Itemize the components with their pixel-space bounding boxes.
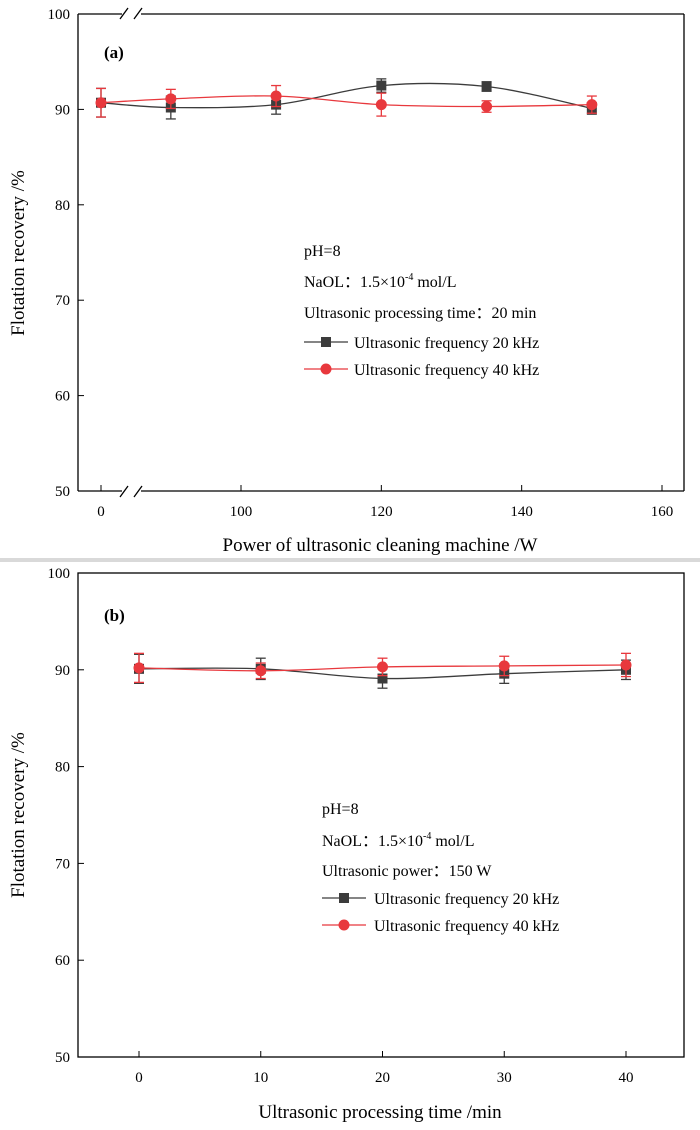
panel-b-legend-square-marker — [339, 893, 349, 903]
panel-b-label: (b) — [104, 606, 125, 625]
panel-a-y-tick-label-70: 70 — [55, 293, 70, 309]
panel-a-plot-area — [95, 78, 598, 120]
panel-a-legend-label-20khz: Ultrasonic frequency 20 kHz — [354, 335, 539, 352]
panel-a-series-40khz-point-4 — [481, 101, 493, 113]
panel-a-x-tick-label-0: 0 — [97, 504, 105, 520]
panel-b-legend: Ultrasonic frequency 20 kHz Ultrasonic f… — [322, 891, 559, 935]
panel-b-x-tick-label-10: 10 — [253, 1070, 268, 1086]
panel-b-y-tick-label-50: 50 — [55, 1050, 70, 1066]
panel-a-legend-circle-marker — [320, 363, 332, 375]
panel-a-x-tick-label-100: 100 — [230, 504, 253, 520]
panel-a-naol-suffix: mol/L — [413, 274, 456, 291]
panel-b-y-tick-label-80: 80 — [55, 760, 70, 776]
panel-a-series-40khz-point-3 — [375, 99, 387, 111]
panel-b-naol-text: NaOL：1.5×10-4 mol/L — [322, 831, 474, 850]
panel-b-frame — [77, 572, 685, 1058]
panel-a-axis-break — [119, 7, 143, 498]
panel-a-naol-text: NaOL：1.5×10-4 mol/L — [304, 272, 456, 291]
panel-b-plot-area — [133, 652, 632, 689]
panel-b-series-20khz-point-2 — [377, 673, 388, 684]
panel-a-y-tick-label-80: 80 — [55, 198, 70, 214]
panel-b-condition-text: Ultrasonic power：150 W — [322, 863, 492, 880]
panel-b-y-tick-label-60: 60 — [55, 953, 70, 969]
panel-a-x-ticks: 0 100 120 140 160 — [97, 485, 673, 520]
panel-b-legend-circle-marker — [338, 919, 350, 931]
panel-a-x-tick-label-160: 160 — [651, 504, 674, 520]
panel-a-naol-prefix: NaOL：1.5×10 — [304, 274, 405, 291]
panel-b-naol-prefix: NaOL：1.5×10 — [322, 833, 423, 850]
panel-b-series-40khz-point-3 — [498, 660, 510, 672]
panel-b-series-40khz-point-1 — [255, 665, 267, 677]
panel-a-series-20khz-point-4 — [481, 81, 492, 92]
panel-a-condition-text: Ultrasonic processing time：20 min — [304, 305, 536, 322]
panel-b-x-tick-label-30: 30 — [497, 1070, 512, 1086]
panel-b-series-40khz-point-0 — [133, 662, 145, 674]
panel-b-x-tick-label-40: 40 — [619, 1070, 634, 1086]
panel-a-x-tick-label-120: 120 — [370, 504, 393, 520]
chart-panel-a: 50 60 70 80 90 100 0 100 120 140 160 (a) Power of… — [8, 7, 685, 556]
panel-a-series-40khz — [95, 84, 598, 118]
panel-a-y-ticks: 50 60 70 80 90 100 — [48, 7, 84, 500]
panel-a-y-tick-label-100: 100 — [48, 7, 71, 23]
panel-b-x-tick-label-0: 0 — [135, 1070, 143, 1086]
panel-a-naol-exponent: -4 — [405, 272, 413, 283]
panel-b-naol-exponent: -4 — [423, 831, 431, 842]
panel-b-x-ticks: 0 10 20 30 40 — [135, 1051, 634, 1086]
chart-panel-b: 50 60 70 80 90 100 0 10 20 30 40 (b) Ultrasonic p… — [8, 566, 685, 1123]
panel-b-x-tick-label-20: 20 — [375, 1070, 390, 1086]
panel-b-series-40khz-point-2 — [377, 661, 388, 673]
panel-a-y-tick-label-60: 60 — [55, 389, 70, 405]
panel-b-x-axis-title: Ultrasonic processing time /min — [258, 1102, 502, 1123]
panel-b-y-axis-title: Flotation recovery /% — [8, 732, 29, 898]
panel-a-y-tick-label-90: 90 — [55, 102, 70, 118]
panel-a-legend: Ultrasonic frequency 20 kHz Ultrasonic f… — [304, 335, 539, 379]
panel-a-x-axis-title: Power of ultrasonic cleaning machine /W — [223, 535, 538, 556]
panel-a-label: (a) — [104, 43, 124, 62]
panel-b-y-tick-label-90: 90 — [55, 663, 70, 679]
panel-a-y-axis-title: Flotation recovery /% — [8, 170, 29, 336]
panel-b-series-40khz — [133, 652, 632, 684]
panel-a-series-40khz-point-2 — [270, 90, 282, 102]
panel-b-y-ticks: 50 60 70 80 90 100 — [48, 566, 84, 1066]
panel-b-naol-suffix: mol/L — [431, 833, 474, 850]
panel-a-series-40khz-point-0 — [95, 97, 107, 109]
panel-a-series-40khz-point-1 — [165, 93, 177, 105]
panel-b-legend-label-20khz: Ultrasonic frequency 20 kHz — [374, 891, 559, 908]
panel-a-series-40khz-point-5 — [586, 99, 598, 111]
panel-a-x-tick-label-140: 140 — [510, 504, 533, 520]
panel-b-ph-text: pH=8 — [322, 801, 359, 818]
panel-a-series-20khz-point-3 — [376, 80, 387, 91]
panel-a-frame — [77, 13, 685, 492]
panel-b-series-40khz-point-4 — [620, 659, 632, 671]
panel-a-legend-square-marker — [321, 337, 331, 347]
panel-a-ph-text: pH=8 — [304, 243, 341, 260]
panel-a-y-tick-label-50: 50 — [55, 484, 70, 500]
panel-b-y-tick-label-70: 70 — [55, 856, 70, 872]
panel-b-legend-label-40khz: Ultrasonic frequency 40 kHz — [374, 918, 559, 935]
panel-a-legend-label-40khz: Ultrasonic frequency 40 kHz — [354, 362, 539, 379]
panel-b-y-tick-label-100: 100 — [48, 566, 71, 582]
